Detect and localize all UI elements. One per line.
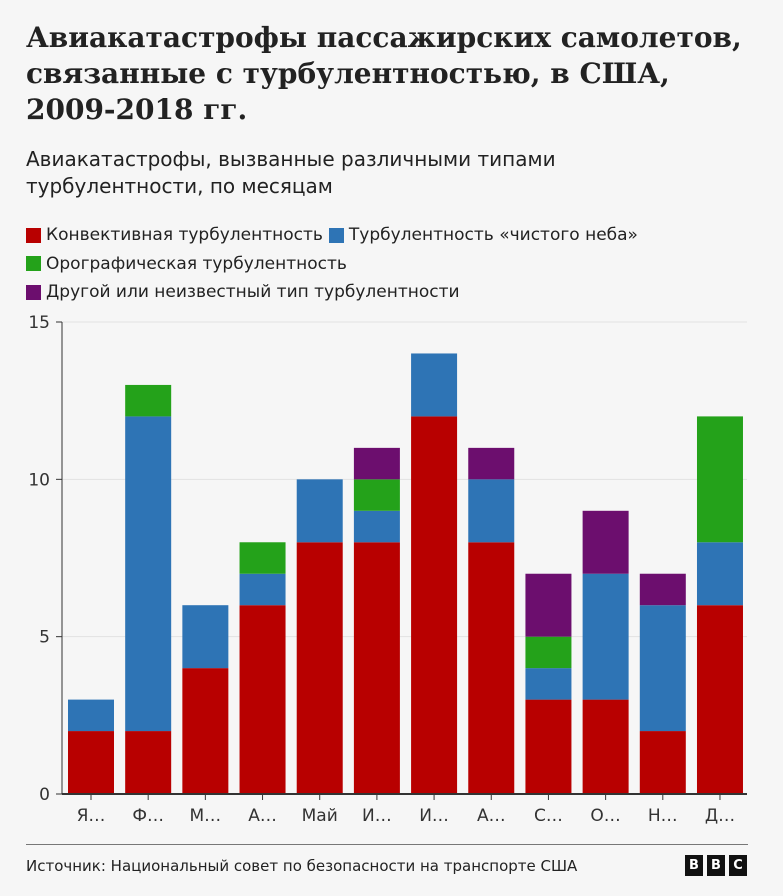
legend-swatch — [328, 227, 344, 243]
bar-segment — [639, 731, 686, 794]
bar-segment — [525, 668, 572, 700]
bar-segment — [582, 699, 629, 794]
bar-segment — [353, 510, 400, 543]
legend-label: Орографическая турбулентность — [46, 253, 347, 274]
legend-label: Турбулентность «чистого неба» — [348, 225, 638, 245]
bar-segment — [239, 573, 286, 606]
x-tick-label: Я… — [77, 806, 106, 826]
bar-segment — [468, 447, 515, 480]
x-tick-label: М… — [190, 806, 222, 826]
x-tick-label: Д… — [705, 806, 735, 826]
bar-segment — [468, 479, 515, 543]
legend-item: Другой или неизвестный тип турбулентност… — [26, 279, 460, 305]
bar-segment — [696, 605, 743, 794]
bar-segment — [125, 384, 172, 417]
bar-segment — [239, 542, 286, 574]
x-tick-label: О… — [590, 806, 620, 826]
legend-swatch — [26, 256, 41, 271]
bar-segment — [296, 542, 343, 794]
bar-segment — [525, 699, 572, 794]
footer-divider — [26, 844, 748, 845]
bar-segment — [296, 479, 343, 543]
bar-segment — [696, 542, 743, 606]
source-note: Источник: Национальный совет по безопасн… — [26, 857, 578, 875]
legend-swatch — [26, 284, 41, 300]
bar-segment — [696, 416, 743, 543]
logo-letter: B — [685, 855, 703, 876]
y-tick-label: 10 — [28, 470, 50, 490]
x-tick-label: И… — [362, 806, 392, 826]
x-tick-label: И… — [419, 806, 449, 826]
bar-segment — [582, 510, 629, 574]
bar-segment — [239, 605, 286, 794]
bar-segment — [411, 353, 458, 417]
bar-segment — [639, 605, 686, 732]
bar-segment — [125, 416, 172, 732]
bar-segment — [353, 447, 400, 480]
x-tick-label: А… — [477, 806, 506, 826]
chart-subtitle: Авиакатастрофы, вызванные различными тип… — [26, 147, 556, 198]
legend-item: Конвективная турбулентность — [26, 222, 323, 248]
bar-segment — [125, 731, 172, 794]
chart-title: Авиакатастрофы пассажирских самолетов, с… — [26, 21, 742, 126]
bar-segment — [182, 668, 229, 794]
bar-segment — [68, 731, 114, 794]
legend-swatch — [26, 227, 41, 243]
y-tick-label: 0 — [39, 785, 50, 805]
x-tick-label: Ф… — [132, 806, 164, 826]
bar-segment — [68, 699, 114, 732]
bar-segment — [525, 636, 572, 669]
x-tick-label: А… — [248, 806, 277, 826]
bar-segment — [525, 573, 572, 637]
x-tick-label: Н… — [648, 806, 678, 826]
logo-letter: C — [729, 855, 747, 876]
bar-segment — [182, 605, 229, 669]
bbc-logo: B B C — [685, 855, 747, 876]
logo-letter: B — [707, 855, 725, 876]
y-tick-label: 5 — [39, 628, 50, 648]
legend-item: Орографическая турбулентность — [26, 251, 347, 277]
legend-item: Турбулентность «чистого неба» — [328, 222, 638, 248]
bar-segment — [582, 573, 629, 700]
bar-segment — [353, 479, 400, 511]
bar-segment — [411, 416, 458, 794]
y-tick-label: 15 — [28, 313, 50, 333]
bar-segment — [639, 573, 686, 606]
legend-label: Конвективная турбулентность — [46, 225, 323, 245]
x-tick-label: С… — [534, 806, 563, 826]
legend: Конвективная турбулентность Турбулентност… — [26, 222, 766, 308]
bar-segment — [353, 542, 400, 794]
bar-segment — [468, 542, 515, 794]
legend-label: Другой или неизвестный тип турбулентност… — [46, 282, 460, 302]
x-tick-label: Май — [302, 806, 338, 826]
